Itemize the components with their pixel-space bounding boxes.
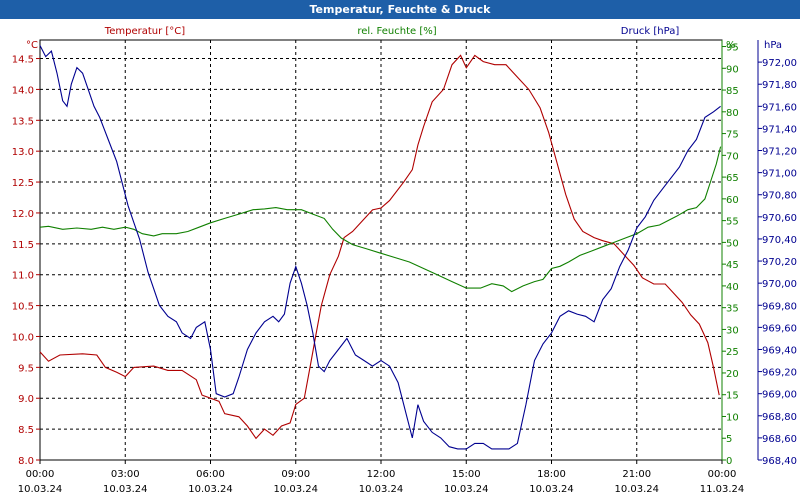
y-tick-pressure: 971,60 [762, 102, 797, 113]
unit-humidity: % [726, 40, 736, 51]
x-tick-time: 00:00 [26, 469, 55, 480]
x-tick-time: 18:00 [537, 469, 566, 480]
y-tick-pressure: 970,00 [762, 279, 797, 290]
y-tick-humidity: 95 [726, 43, 739, 54]
y-tick-humidity: 0 [726, 456, 732, 467]
y-tick-temperature: 10.5 [12, 302, 34, 313]
y-tick-humidity: 55 [726, 217, 739, 228]
y-tick-temperature: 11.0 [12, 271, 34, 282]
y-tick-temperature: 14.0 [12, 85, 34, 96]
y-tick-temperature: 8.0 [18, 456, 34, 467]
y-tick-temperature: 11.5 [12, 240, 34, 251]
x-tick-date: 10.03.24 [273, 484, 318, 495]
x-tick-date: 10.03.24 [18, 484, 63, 495]
y-tick-pressure: 969,40 [762, 345, 797, 356]
x-tick-time: 00:00 [708, 469, 737, 480]
x-tick-time: 03:00 [111, 469, 140, 480]
x-tick-date: 10.03.24 [444, 484, 489, 495]
y-tick-temperature: 10.0 [12, 332, 34, 343]
y-tick-temperature: 14.5 [12, 55, 34, 66]
y-tick-pressure: 968,80 [762, 412, 797, 423]
series-lines [39, 45, 722, 450]
axes [36, 39, 762, 464]
x-tick-date: 10.03.24 [103, 484, 148, 495]
y-tick-humidity: 10 [726, 412, 739, 423]
x-tick-time: 09:00 [281, 469, 310, 480]
x-tick-time: 21:00 [622, 469, 651, 480]
y-tick-pressure: 970,60 [762, 213, 797, 224]
y-tick-humidity: 30 [726, 325, 739, 336]
y-tick-pressure: 971,40 [762, 124, 797, 135]
y-tick-humidity: 80 [726, 108, 739, 119]
y-tick-humidity: 40 [726, 282, 739, 293]
y-tick-pressure: 970,40 [762, 235, 797, 246]
series-label-pressure: Druck [hPa] [621, 26, 680, 37]
chart-title: Temperatur, Feuchte & Druck [0, 0, 800, 19]
series-line-pressure [39, 45, 721, 450]
axis-labels: 00:00 10.03.24 03:00 10.03.24 06:00 10.03.24 0… [12, 26, 797, 495]
series-label-temperature: Temperatur [°C] [104, 26, 185, 37]
y-tick-humidity: 70 [726, 151, 739, 162]
y-tick-humidity: 25 [726, 347, 739, 358]
y-tick-humidity: 5 [726, 434, 732, 445]
y-tick-humidity: 90 [726, 64, 739, 75]
x-tick-date: 11.03.24 [700, 484, 745, 495]
y-tick-pressure: 971,80 [762, 80, 797, 91]
x-tick-date: 10.03.24 [529, 484, 574, 495]
y-tick-pressure: 968,40 [762, 456, 797, 467]
y-tick-temperature: 12.5 [12, 178, 34, 189]
y-tick-temperature: 12.0 [12, 209, 34, 220]
y-tick-temperature: 8.5 [18, 425, 34, 436]
y-tick-temperature: 9.0 [18, 394, 34, 405]
x-tick-date: 10.03.24 [614, 484, 659, 495]
y-tick-humidity: 45 [726, 260, 739, 271]
y-tick-pressure: 969,00 [762, 390, 797, 401]
y-tick-pressure: 971,20 [762, 147, 797, 158]
y-tick-pressure: 969,20 [762, 368, 797, 379]
y-tick-pressure: 968,60 [762, 434, 797, 445]
unit-temperature: °C [26, 40, 38, 51]
x-tick-date: 10.03.24 [188, 484, 233, 495]
y-tick-humidity: 75 [726, 130, 739, 141]
x-tick-time: 12:00 [367, 469, 396, 480]
y-tick-humidity: 85 [726, 86, 739, 97]
y-tick-temperature: 13.0 [12, 147, 34, 158]
y-tick-humidity: 60 [726, 195, 739, 206]
x-tick-time: 06:00 [196, 469, 225, 480]
y-tick-humidity: 50 [726, 238, 739, 249]
series-label-humidity: rel. Feuchte [%] [357, 26, 436, 37]
y-tick-pressure: 971,00 [762, 169, 797, 180]
series-line-humidity [39, 146, 722, 293]
y-tick-pressure: 970,20 [762, 257, 797, 268]
grid [40, 40, 722, 460]
y-tick-temperature: 13.5 [12, 116, 34, 127]
x-tick-time: 15:00 [452, 469, 481, 480]
y-tick-humidity: 20 [726, 369, 739, 380]
y-tick-pressure: 969,60 [762, 323, 797, 334]
y-tick-humidity: 65 [726, 173, 739, 184]
y-tick-humidity: 35 [726, 304, 739, 315]
series-line-temperature [39, 54, 720, 440]
unit-pressure: hPa [764, 40, 782, 51]
y-tick-temperature: 9.5 [18, 363, 34, 374]
y-tick-pressure: 972,00 [762, 58, 797, 69]
y-tick-pressure: 969,80 [762, 301, 797, 312]
x-tick-date: 10.03.24 [359, 484, 404, 495]
y-tick-pressure: 970,80 [762, 191, 797, 202]
y-tick-humidity: 15 [726, 391, 739, 402]
